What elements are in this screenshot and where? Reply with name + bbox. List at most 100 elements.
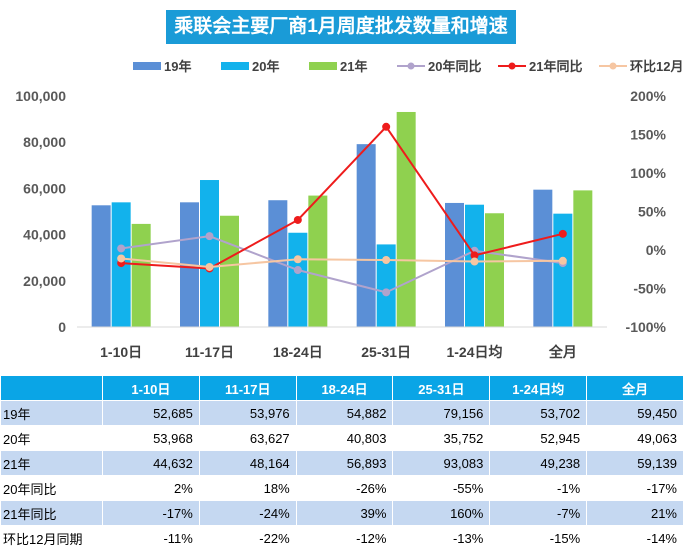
table-cell: -24% [198,500,297,526]
x-tick-label: 全月 [548,344,577,360]
table-cell: -1% [489,475,588,501]
table-cell: 48,164 [198,450,297,476]
y-right-tick-label: 0% [646,242,667,258]
series-point [382,288,391,297]
table-cell: -26% [295,475,394,501]
x-tick-label: 1-10日 [100,344,142,360]
table-cell: -11% [102,525,200,551]
legend-swatch [309,62,337,70]
y-right-tick-label: 200% [630,88,666,104]
y-right-tick-label: 150% [630,127,666,143]
legend: 19年 20年 21年 20年同比 21年同比 环比12月同期 [133,59,684,74]
table-cell: -7% [489,500,588,526]
y-right-tick-label: 50% [638,204,667,220]
y-right-tick-label: -100% [626,319,667,335]
bar [533,189,553,327]
table-row: 21年同比 -17% -24% 39% 160% -7% 21% [0,500,684,526]
legend-swatch [221,62,249,70]
x-tick-label: 18-24日 [273,344,323,360]
table-column-header: 全月 [586,375,684,401]
bar [445,202,464,327]
table-row: 环比12月同期 -11% -22% -12% -13% -15% -14% [0,525,684,551]
table-cell: -17% [586,475,684,501]
table-cell: 53,968 [102,425,200,451]
table-cell: 39% [295,500,394,526]
series-point [293,255,302,264]
chart-title: 乘联会主要厂商1月周度批发数量和增速 [166,10,516,44]
series-point [117,244,126,253]
bar [376,244,396,327]
bar-series [91,111,593,327]
table-cell: 53,702 [489,400,588,426]
x-axis: 1-10日 11-17日 18-24日 25-31日 1-24日均 全月 [77,326,607,360]
series-point [205,262,214,271]
series-point [470,257,479,266]
legend-label: 19年 [164,59,191,74]
series-line [121,257,563,268]
legend-marker [609,62,617,70]
y-left-tick-label: 100,000 [15,88,66,104]
table-header-row: 1-10日 11-17日 18-24日 25-31日 1-24日均 全月 [0,375,684,401]
series-point [470,251,479,260]
table-row-label: 20年 [0,425,103,451]
y-left-tick-label: 80,000 [23,134,66,150]
legend-swatch [133,62,161,70]
table-cell: -17% [102,500,200,526]
legend-label: 20年同比 [428,59,481,74]
y-left-tick-label: 20,000 [23,273,66,289]
table-cell: -22% [198,525,297,551]
table-cell: 52,945 [489,425,588,451]
legend-label: 环比12月同期 [630,59,684,74]
table-cell: 44,632 [102,450,200,476]
table-cell: 54,882 [295,400,394,426]
table-row-label: 20年同比 [0,475,103,501]
table-cell: 59,450 [586,400,684,426]
y-right-tick-label: 100% [630,165,666,181]
table-cell: -55% [392,475,491,501]
bar [91,205,111,327]
series-point [382,122,391,131]
line-series [117,122,567,297]
x-tick-label: 11-17日 [185,344,234,360]
bar [356,144,376,327]
bar [465,204,484,327]
table-column-header: 1-10日 [102,375,200,401]
table-cell: 52,685 [102,400,200,426]
series-point [117,254,126,263]
table-cell: 59,139 [586,450,684,476]
table-cell: 40,803 [295,425,394,451]
bar [485,213,504,327]
series-point [558,229,567,238]
table-cell: 79,156 [392,400,491,426]
table-cell: -15% [489,525,588,551]
bar [220,215,239,327]
table-row-label: 21年 [0,450,103,476]
legend-label: 21年同比 [529,59,582,74]
y-left-tick-label: 0 [58,319,66,335]
table-column-header: 18-24日 [295,375,394,401]
table-cell: 49,063 [586,425,684,451]
table-cell: -14% [586,525,684,551]
legend-label: 20年 [252,59,279,74]
table-cell: 56,893 [295,450,394,476]
table-cell: 49,238 [489,450,588,476]
x-tick-label: 1-24日均 [446,344,502,360]
table-cell: 160% [392,500,491,526]
y-right-tick-label: -50% [633,281,666,297]
table-row: 21年 44,632 48,164 56,893 93,083 49,238 59,139 [0,450,684,476]
table-cell: 53,976 [198,400,297,426]
chart: 19年 20年 21年 20年同比 21年同比 环比12月同期 0 20,000 40,000… [15,59,684,360]
bar [308,195,328,327]
data-table: 1-10日 11-17日 18-24日 25-31日 1-24日均 全月 19年 52,685… [0,375,684,551]
x-tick-label: 25-31日 [361,344,411,360]
legend-label: 21年 [340,59,367,74]
bar [268,200,288,327]
table-row: 19年 52,685 53,976 54,882 79,156 53,702 59,450 [0,400,684,426]
bar [200,180,219,327]
table-row-label: 21年同比 [0,500,103,526]
series-point [205,232,214,241]
bar [396,111,416,327]
bar [131,223,151,327]
table-cell: 63,627 [198,425,297,451]
y-left-tick-label: 40,000 [23,227,66,243]
